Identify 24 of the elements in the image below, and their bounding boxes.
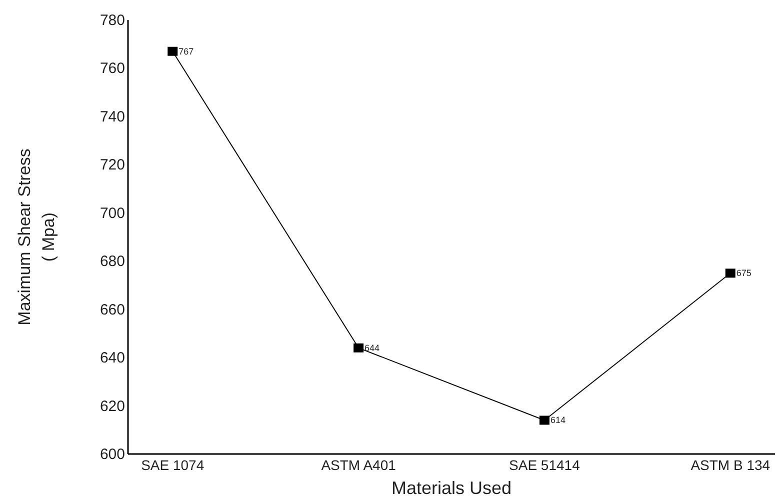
data-label: 767	[178, 46, 194, 56]
x-tick-label: ASTM A401	[321, 457, 396, 473]
y-tick-label: 700	[100, 204, 125, 222]
point	[168, 46, 178, 56]
y-tick-label: 640	[100, 350, 125, 367]
x-tick-label: SAE 1074	[141, 457, 204, 473]
point	[354, 343, 364, 352]
y-axis-title: Maximum Shear Stress ( Mpa)	[15, 148, 58, 326]
point	[539, 416, 550, 425]
data-label: 675	[736, 268, 752, 278]
y-tick-label: 780	[100, 12, 125, 29]
point	[725, 268, 736, 278]
y-tick-label: 600	[100, 446, 125, 463]
x-tick-label: SAE 51414	[509, 457, 580, 473]
x-tick-label: ASTM B 134	[690, 457, 770, 473]
y-tick-label: 760	[100, 60, 125, 78]
y-tick-label: 720	[100, 156, 125, 174]
data-label: 644	[364, 342, 380, 353]
data-label: 614	[550, 415, 566, 426]
y-tick-label: 660	[100, 301, 125, 318]
y-tick-label: 740	[100, 108, 125, 126]
y-tick-label: 620	[100, 398, 125, 415]
x-axis-title: Materials Used	[391, 478, 512, 498]
y-tick-label: 680	[100, 253, 125, 270]
